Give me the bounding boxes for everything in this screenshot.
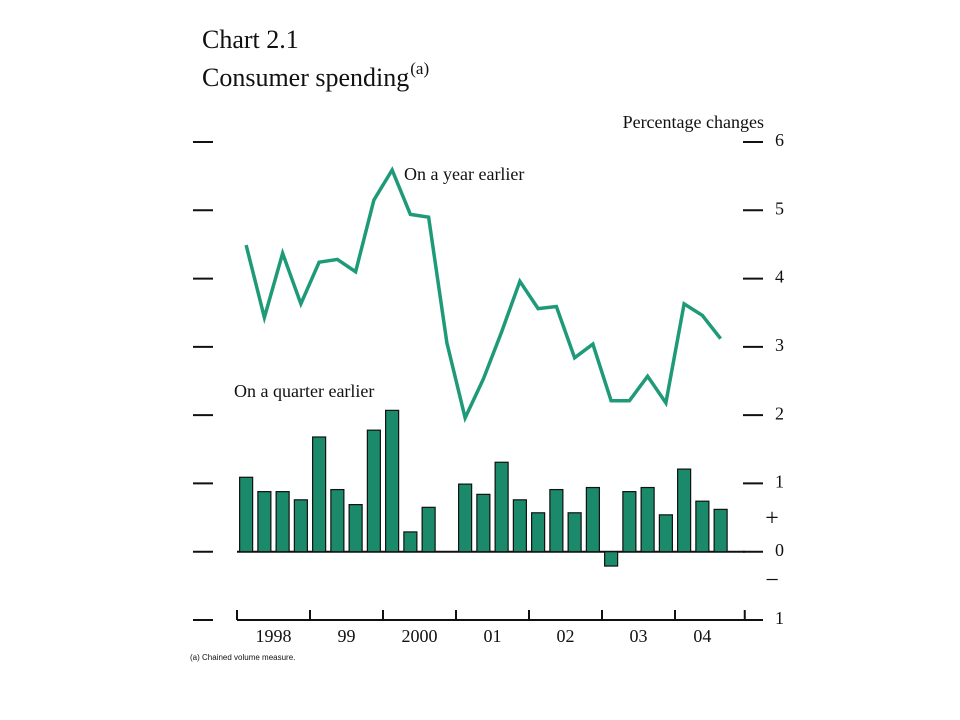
chart-title: Chart 2.1 bbox=[202, 25, 299, 54]
bar bbox=[512, 499, 527, 553]
x-tick-label: 99 bbox=[338, 626, 356, 646]
bar bbox=[622, 491, 637, 553]
x-tick-label: 01 bbox=[484, 626, 502, 646]
bar bbox=[677, 468, 692, 553]
bar bbox=[330, 488, 345, 553]
y-axis-label: Percentage changes bbox=[623, 112, 764, 132]
y-tick-label: 1 bbox=[775, 472, 784, 492]
x-tick-label: 02 bbox=[557, 626, 575, 646]
bar bbox=[366, 429, 381, 553]
minus-sign: − bbox=[765, 568, 779, 594]
bar bbox=[476, 493, 491, 553]
bar bbox=[567, 512, 582, 553]
series-label: On a year earlier bbox=[404, 164, 524, 184]
bar bbox=[494, 461, 509, 553]
bar bbox=[385, 409, 400, 553]
bar bbox=[348, 503, 363, 553]
bar bbox=[257, 491, 272, 553]
bar bbox=[713, 508, 728, 553]
y-tick-label: 3 bbox=[775, 335, 784, 355]
bar bbox=[531, 512, 546, 553]
series-label: On a quarter earlier bbox=[234, 381, 374, 401]
bar bbox=[585, 486, 600, 553]
x-tick-label: 04 bbox=[693, 626, 711, 646]
bar bbox=[604, 551, 619, 567]
y-tick-label: 0 bbox=[775, 540, 784, 560]
plus-sign: + bbox=[765, 506, 779, 532]
y-tick-label: 1 bbox=[775, 608, 784, 628]
bar bbox=[640, 486, 655, 553]
bar bbox=[549, 488, 564, 553]
bar bbox=[275, 491, 290, 553]
bar bbox=[239, 476, 254, 553]
bar bbox=[403, 531, 418, 553]
footnote: (a) Chained volume measure. bbox=[190, 653, 295, 662]
y-tick-label: 6 bbox=[775, 130, 784, 150]
bar bbox=[293, 499, 308, 553]
bar bbox=[658, 514, 673, 553]
y-tick-label: 2 bbox=[775, 403, 784, 423]
y-tick-label: 5 bbox=[775, 198, 784, 218]
x-tick-label: 1998 bbox=[256, 626, 292, 646]
bar bbox=[458, 483, 473, 553]
chart-subtitle: Consumer spending bbox=[202, 63, 409, 92]
x-tick-label: 2000 bbox=[402, 626, 438, 646]
bar bbox=[421, 506, 436, 553]
y-tick-label: 4 bbox=[775, 267, 784, 287]
line bbox=[244, 166, 723, 424]
x-tick-label: 03 bbox=[630, 626, 648, 646]
title-note: (a) bbox=[410, 59, 429, 78]
bar bbox=[695, 500, 710, 553]
bar bbox=[312, 436, 327, 553]
